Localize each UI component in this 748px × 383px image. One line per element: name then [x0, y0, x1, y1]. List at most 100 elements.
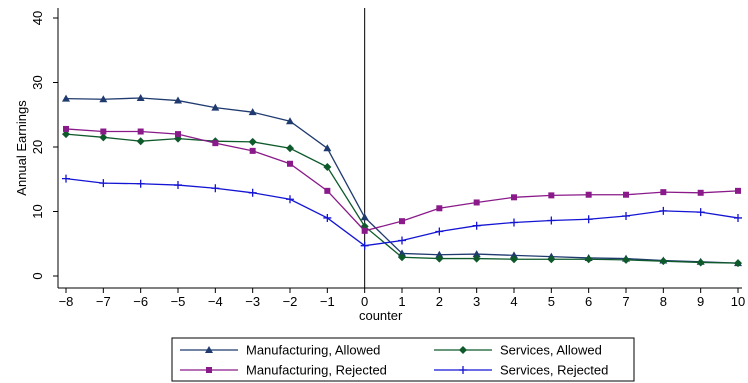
legend-marker [206, 367, 212, 373]
data-point [660, 189, 667, 196]
legend-item: Manufacturing, Allowed [180, 343, 380, 358]
data-point [659, 206, 668, 215]
data-point [398, 253, 406, 262]
legend: Manufacturing, Allowed Services, Allowed M… [171, 337, 635, 382]
data-point [248, 188, 257, 197]
data-point [62, 130, 70, 139]
legend-marker [459, 366, 467, 374]
data-point [697, 189, 704, 196]
legend-items: Manufacturing, Allowed Services, Allowed M… [180, 343, 608, 378]
data-point [435, 254, 444, 263]
y-axis-title: Annual Earnings [14, 100, 29, 196]
data-point [585, 191, 592, 198]
data-point [548, 192, 555, 199]
data-point [510, 251, 518, 259]
data-point [584, 215, 593, 224]
data-point [323, 213, 332, 222]
legend-label: Manufacturing, Allowed [246, 343, 380, 358]
data-point [323, 162, 332, 171]
data-point [473, 199, 480, 206]
data-point [211, 103, 220, 111]
data-point [63, 125, 69, 132]
legend-marker [459, 346, 467, 354]
data-point [472, 254, 481, 263]
y-tick-label: 10 [30, 204, 45, 218]
data-point [472, 250, 481, 258]
x-tick-label: 10 [731, 294, 745, 309]
y-tick-label: 20 [30, 140, 45, 154]
y-tick-label: 40 [30, 11, 45, 25]
legend-label: Services, Allowed [500, 343, 602, 358]
data-point [174, 181, 182, 190]
x-tick-label: 8 [660, 294, 667, 309]
data-point [510, 218, 518, 227]
x-tick-label: 0 [361, 294, 368, 309]
data-point [436, 205, 443, 212]
data-point [435, 250, 444, 258]
data-point [360, 213, 369, 221]
plot-area: 0 10 20 30 40 −8 −7 −6 −5 −4 −3 −2 −1 0 1 2 3 4 5 6 7 8 9 10 [30, 8, 745, 309]
x-tick-label: 5 [548, 294, 555, 309]
data-point [62, 174, 70, 183]
x-tick-label: −2 [283, 294, 298, 309]
x-tick-label: −5 [171, 294, 186, 309]
x-tick-label: 3 [473, 294, 480, 309]
x-tick-label: −3 [245, 294, 260, 309]
data-point [510, 255, 518, 264]
data-point [174, 96, 182, 104]
data-point [286, 195, 294, 204]
data-point [248, 108, 257, 116]
data-point [472, 221, 481, 230]
data-point [734, 213, 742, 222]
data-point [249, 147, 256, 154]
data-point [547, 255, 556, 264]
legend-label: Services, Rejected [500, 363, 608, 378]
x-tick-label: −7 [96, 294, 111, 309]
x-tick-label: 9 [697, 294, 704, 309]
data-point [398, 236, 406, 245]
series-line [65, 177, 739, 247]
data-point [696, 258, 705, 267]
x-tick-label: −1 [320, 294, 335, 309]
data-point [360, 241, 369, 250]
data-point [584, 255, 593, 264]
legend-box [171, 337, 635, 382]
legend-label: Manufacturing, Rejected [246, 363, 387, 378]
x-tick-label: −6 [133, 294, 148, 309]
data-point [175, 131, 181, 138]
data-point [659, 257, 668, 266]
data-point [287, 160, 293, 167]
x-tick-label: −8 [59, 294, 74, 309]
y-tick-label: 0 [30, 272, 45, 279]
data-point [361, 227, 368, 234]
x-tick-label: 1 [398, 294, 405, 309]
data-point [212, 140, 219, 147]
series-services-rejected [62, 174, 742, 250]
data-point [100, 128, 107, 135]
data-point [136, 93, 145, 101]
x-axis-ticks: −8 −7 −6 −5 −4 −3 −2 −1 0 1 2 3 4 5 6 7 8 9 10 [59, 288, 745, 309]
data-point [137, 128, 144, 135]
legend-item: Manufacturing, Rejected [180, 363, 387, 378]
x-tick-label: 6 [585, 294, 592, 309]
series-line [65, 128, 739, 232]
series-group [62, 93, 742, 268]
series-manufacturing-rejected [63, 125, 741, 234]
data-point [511, 194, 517, 201]
x-tick-label: 4 [510, 294, 517, 309]
legend-item: Services, Rejected [434, 363, 608, 378]
x-tick-label: 7 [622, 294, 629, 309]
series-services-allowed [62, 130, 742, 268]
data-point [547, 216, 556, 225]
data-point [734, 259, 742, 268]
x-axis-title: counter [359, 308, 403, 323]
data-point [211, 184, 220, 193]
legend-item: Services, Allowed [434, 343, 602, 358]
y-axis-ticks: 0 10 20 30 40 [30, 11, 58, 280]
data-point [622, 212, 630, 221]
data-point [99, 179, 108, 188]
data-point [324, 187, 331, 194]
data-point [696, 208, 705, 217]
data-point [399, 218, 405, 225]
